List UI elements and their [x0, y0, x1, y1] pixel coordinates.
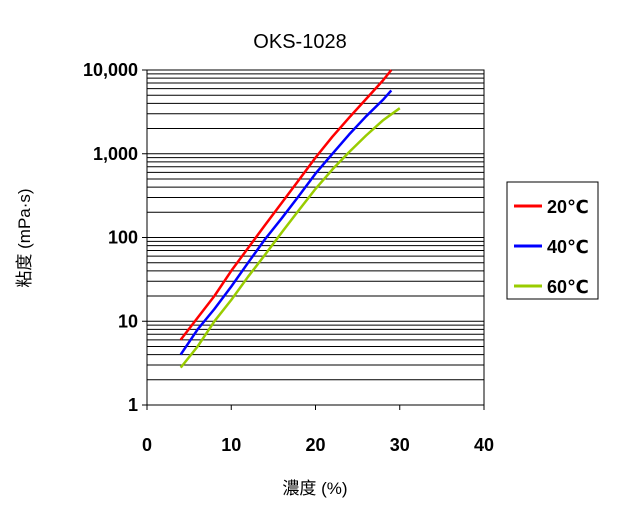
x-tick-label: 30	[390, 435, 410, 455]
y-tick-label: 100	[108, 228, 138, 248]
x-tick-label: 0	[142, 435, 152, 455]
legend	[506, 181, 599, 300]
series-line-3	[179, 107, 401, 369]
y-axis-ticks: 1 10 100 1,000 10,000	[83, 60, 147, 415]
legend-label: 20℃	[547, 197, 589, 217]
y-tick-label: 1,000	[93, 144, 138, 164]
y-tick-label: 10,000	[83, 60, 138, 80]
x-axis-label: 濃度 (%)	[282, 479, 347, 498]
x-tick-label: 20	[305, 435, 325, 455]
legend-label: 60℃	[547, 277, 589, 297]
legend-label: 40℃	[547, 237, 589, 257]
y-axis-label: 粘度 (mPa·s)	[15, 188, 34, 287]
legend-items: 20℃ 40℃ 60℃	[514, 197, 589, 297]
y-tick-label: 1	[128, 395, 138, 415]
series-line-1	[179, 69, 393, 341]
chart-title: OKS-1028	[253, 31, 346, 53]
x-tick-label: 40	[474, 435, 494, 455]
x-axis-ticks: 0 10 20 30 40	[142, 405, 494, 455]
series-lines	[179, 69, 401, 369]
y-tick-label: 10	[118, 311, 138, 331]
series-line-2	[179, 89, 393, 356]
x-tick-label: 10	[221, 435, 241, 455]
